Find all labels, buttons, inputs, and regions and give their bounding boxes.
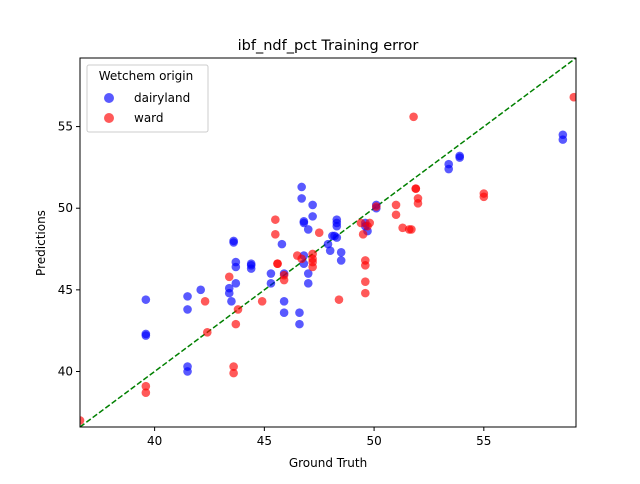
legend-frame (86, 64, 209, 133)
data-point-ward (411, 184, 421, 193)
data-point-ward (141, 388, 151, 398)
data-point-dairyland (224, 288, 234, 298)
data-point-dairyland (325, 246, 335, 255)
y-tick-label: 50 (58, 201, 73, 215)
data-point-dairyland (141, 331, 151, 340)
x-tick-label: 40 (147, 434, 162, 448)
data-point-ward (334, 295, 344, 304)
data-point-ward (271, 230, 280, 239)
data-point-dairyland (308, 212, 317, 221)
data-point-ward (413, 199, 423, 208)
x-tick-label: 55 (476, 434, 491, 448)
legend-marker-dairyland (104, 93, 114, 103)
data-point-ward (391, 210, 401, 220)
legend-title: Wetchem origin (99, 69, 194, 83)
data-point-ward (361, 288, 370, 298)
data-point-dairyland (303, 279, 313, 288)
data-point-dairyland (323, 239, 333, 249)
data-point-ward (407, 225, 416, 234)
data-point-dairyland (297, 182, 306, 192)
data-point-ward (271, 215, 280, 224)
data-point-dairyland (183, 292, 192, 301)
data-point-ward (279, 275, 289, 285)
data-point-ward (398, 223, 407, 233)
y-tick-label: 55 (58, 120, 73, 134)
data-point-dairyland (277, 239, 287, 249)
data-point-dairyland (183, 305, 192, 314)
data-point-dairyland (299, 218, 309, 228)
data-point-ward (391, 200, 401, 210)
data-point-ward (224, 272, 234, 282)
data-point-dairyland (229, 238, 238, 247)
data-point-dairyland (444, 164, 454, 174)
data-point-ward (356, 218, 366, 228)
plot-frame (79, 57, 577, 428)
data-point-dairyland (295, 308, 304, 318)
data-point-ward (479, 192, 489, 202)
data-point-dairyland (279, 296, 289, 306)
series-ward (80, 92, 576, 425)
data-point-ward (273, 259, 282, 269)
legend-marker-ward (104, 113, 114, 123)
data-point-ward (257, 296, 267, 306)
data-point-dairyland (308, 200, 317, 210)
data-point-ward (365, 218, 374, 228)
data-point-ward (371, 202, 381, 211)
data-point-dairyland (231, 279, 241, 288)
series-dairyland (141, 130, 568, 376)
data-point-dairyland (558, 135, 568, 144)
x-axis-label: Ground Truth (289, 456, 367, 470)
x-tick-label: 50 (366, 434, 381, 448)
legend-label-ward: ward (134, 111, 164, 125)
data-point-ward (80, 416, 85, 425)
data-point-dairyland (295, 319, 304, 329)
data-point-dairyland (303, 225, 313, 234)
data-point-ward (409, 112, 418, 122)
data-point-dairyland (297, 194, 306, 203)
data-point-ward (297, 254, 306, 264)
chart-title: ibf_ndf_pct Training error (238, 38, 419, 54)
data-point-ward (202, 328, 212, 337)
data-point-dairyland (227, 296, 236, 306)
data-point-dairyland (196, 285, 206, 295)
y-axis-label: Predictions (34, 210, 48, 276)
legend-label-dairyland: dairyland (134, 91, 190, 105)
data-point-ward (229, 368, 238, 378)
data-point-ward (361, 261, 370, 270)
data-point-dairyland (279, 308, 289, 318)
y-tick-label: 40 (58, 364, 73, 378)
x-tick-label: 45 (257, 434, 272, 448)
legend: Wetchem origin dairyland ward (86, 64, 209, 133)
data-point-ward (233, 305, 243, 314)
data-point-dairyland (266, 269, 276, 278)
data-point-dairyland (183, 367, 192, 376)
data-point-ward (314, 228, 324, 238)
data-point-ward (358, 230, 368, 239)
data-point-dairyland (336, 256, 346, 265)
data-point-dairyland (231, 262, 241, 272)
data-point-ward (361, 277, 370, 286)
data-point-dairyland (332, 221, 342, 231)
data-point-ward (141, 381, 151, 391)
data-point-ward (231, 319, 241, 329)
data-point-ward (308, 262, 317, 272)
y-tick-label: 45 (58, 283, 73, 297)
data-point-dairyland (266, 279, 276, 288)
data-point-ward (229, 362, 238, 371)
data-point-dairyland (336, 247, 346, 257)
data-point-ward (569, 92, 576, 102)
data-point-dairyland (246, 264, 256, 273)
data-point-dairyland (332, 233, 342, 242)
data-point-dairyland (141, 295, 151, 304)
data-point-dairyland (303, 269, 313, 278)
data-point-ward (200, 296, 210, 306)
data-point-dairyland (455, 153, 464, 162)
